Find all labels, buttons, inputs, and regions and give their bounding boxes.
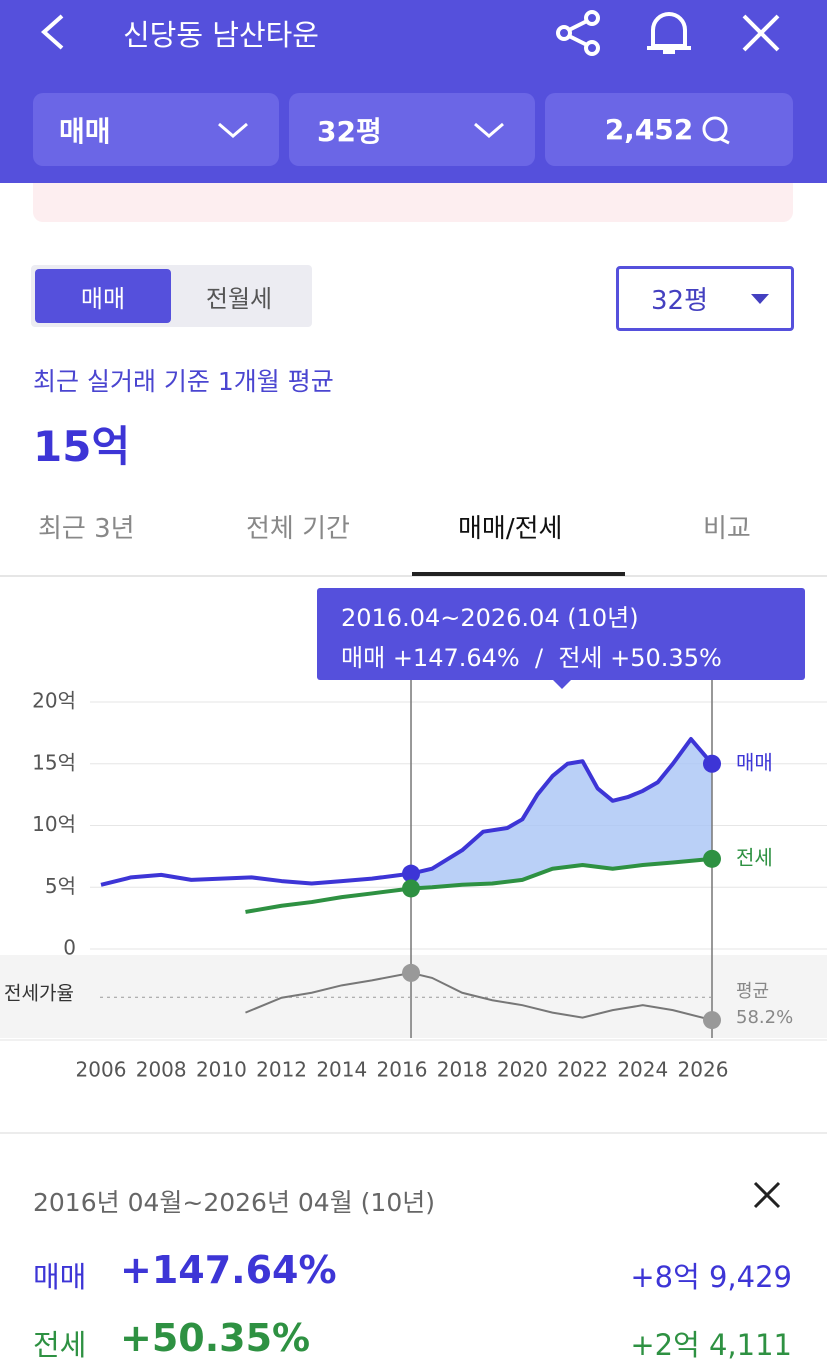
series-label: 매매 [736,750,773,774]
point-marker [402,879,421,898]
page-title: 신당동 남산타운 [123,18,319,52]
x-tick-label: 2022 [557,1058,608,1082]
tooltip-change: +147.64% [392,644,520,672]
x-tick-label: 2006 [76,1058,127,1082]
summary-caption: 최근 실거래 기준 1개월 평균 [33,367,334,396]
tab[interactable]: 최근 3년 [38,514,135,544]
share-button[interactable] [554,10,604,56]
detail-change: +147.64% [120,1248,337,1292]
y-tick-label: 0 [63,936,76,960]
range-area [411,739,712,889]
summary-price: 15억 [33,422,131,471]
ratio-average-label: 평균 [736,981,769,1002]
size-filter-text: 32평 [317,114,382,148]
tab-indicator [412,572,625,576]
ratio-marker [703,1011,721,1030]
series-label: 전세 [736,845,773,869]
detail-close[interactable] [752,1180,782,1210]
detail-label: 매매 [33,1260,87,1294]
tab[interactable]: 전체 기간 [246,514,350,544]
tooltip-change: +50.35% [610,644,722,672]
detail-amount: +2억 4,111 [630,1328,792,1362]
tab-divider [0,575,827,577]
toggle-option[interactable]: 전월세 [205,284,273,313]
point-marker [703,754,721,773]
x-tick-label: 2008 [136,1058,187,1082]
detail-amount: +8억 9,429 [630,1260,792,1294]
tooltip-period: 2016.04~2026.04 (10년) [341,604,639,632]
alarm-button[interactable] [643,8,695,56]
ratio-marker [402,963,421,982]
tooltip: 2016.04~2026.04 (10년) 매매 +147.64% / 전세 +… [317,588,805,689]
ratio-label: 전세가율 [4,983,74,1005]
size-select[interactable]: 32평 [616,266,794,331]
x-tick-label: 2024 [617,1058,668,1082]
point-marker [703,849,721,868]
series-line [100,737,714,887]
tooltip-sep: / [534,644,544,672]
close-button[interactable] [740,12,782,54]
tab[interactable]: 비교 [703,514,751,544]
top-bar: 신당동 남산타운 매매 32평 2,452 [0,0,827,183]
detail-label: 전세 [33,1328,87,1362]
panel-divider [0,1132,827,1134]
segment-toggle: 매매 전월세 [31,265,312,327]
comments-count: 2,452 [604,113,694,146]
tooltip-label: 전세 [558,644,603,672]
x-tick-label: 2016 [377,1058,428,1082]
tab[interactable]: 매매/전세 [458,514,563,544]
y-tick-label: 5억 [45,874,76,898]
x-tick-label: 2010 [196,1058,247,1082]
y-tick-label: 15억 [32,750,76,774]
ratio-line [245,971,713,1022]
tooltip-values: 매매 +147.64% / 전세 +50.35% [341,638,722,673]
y-tick-label: 10억 [32,812,76,836]
trade-filter[interactable]: 매매 [33,93,279,166]
ratio-average-value: 58.2% [736,1007,793,1028]
size-filter[interactable]: 32평 [289,93,535,166]
detail-change: +50.35% [120,1316,311,1360]
back-button[interactable] [36,12,70,52]
size-select-text: 32평 [651,286,709,316]
chart: 0 5억 10억 15억 20억 2006 2008 2010 2012 2014 2016 2018… [0,678,827,1082]
x-tick-label: 2018 [437,1058,488,1082]
trade-filter-text: 매매 [59,114,111,148]
series-line [245,856,713,914]
tooltip-label: 매매 [341,644,386,672]
comments-button[interactable]: 2,452 [545,93,793,166]
y-tick-label: 20억 [32,689,76,713]
x-tick-label: 2020 [497,1058,548,1082]
x-tick-label: 2014 [316,1058,367,1082]
detail-period: 2016년 04월~2026년 04월 (10년) [33,1188,435,1217]
point-marker [402,864,421,883]
x-tick-label: 2012 [256,1058,307,1082]
toggle-option[interactable]: 매매 [35,269,171,323]
x-tick-label: 2026 [678,1058,729,1082]
